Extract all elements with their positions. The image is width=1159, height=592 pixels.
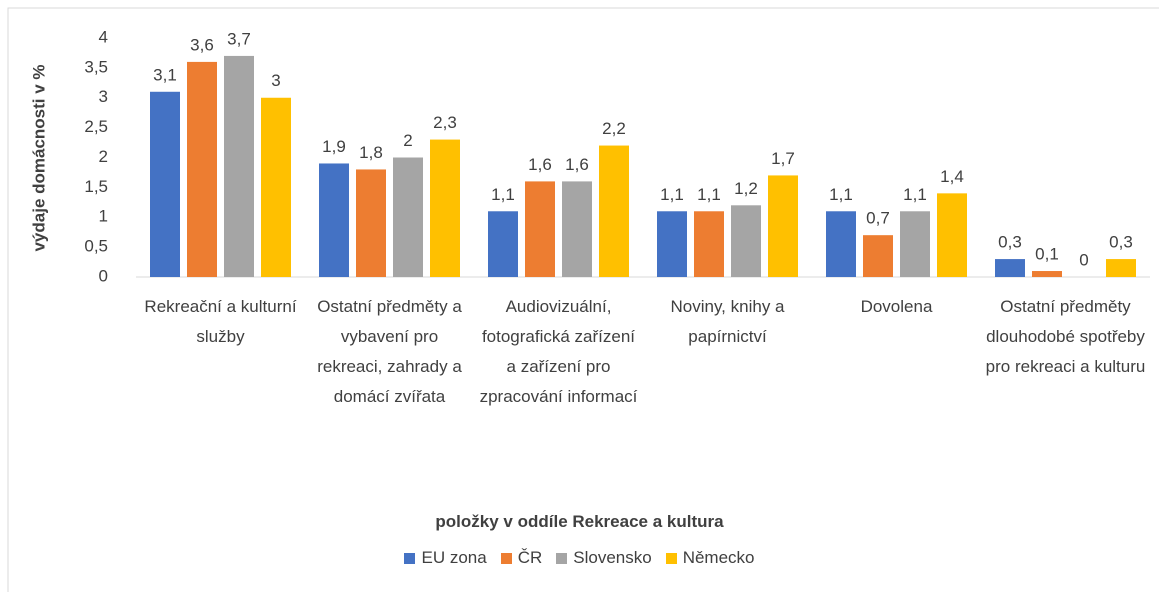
bar bbox=[261, 97, 291, 277]
value-label: 1,1 bbox=[903, 185, 927, 204]
bar bbox=[694, 211, 724, 277]
y-tick-label: 0,5 bbox=[84, 237, 108, 256]
bar bbox=[1032, 271, 1062, 277]
value-label: 1,6 bbox=[528, 155, 552, 174]
legend-item: ČR bbox=[500, 548, 543, 568]
legend-label: EU zona bbox=[421, 548, 487, 567]
legend-swatch bbox=[665, 552, 677, 564]
bar bbox=[863, 235, 893, 277]
legend-label: Německo bbox=[682, 548, 755, 567]
bar bbox=[319, 163, 349, 277]
bar bbox=[393, 157, 423, 277]
x-axis-title: položky v oddíle Rekreace a kultura bbox=[435, 512, 724, 531]
x-tick-label: Dovolena bbox=[860, 297, 933, 316]
y-tick-label: 1 bbox=[99, 207, 108, 226]
y-tick-label: 3 bbox=[99, 87, 108, 106]
bar bbox=[826, 211, 856, 277]
value-label: 3,6 bbox=[190, 35, 214, 54]
y-tick-label: 2,5 bbox=[84, 117, 108, 136]
value-label: 3,7 bbox=[227, 29, 251, 48]
legend-item: Německo bbox=[665, 548, 755, 568]
value-label: 1,1 bbox=[829, 185, 853, 204]
value-label: 1,1 bbox=[491, 185, 515, 204]
bar bbox=[224, 55, 254, 277]
value-label: 0,3 bbox=[1109, 233, 1133, 252]
bar bbox=[356, 169, 386, 277]
x-tick-label: Audiovizuální, fotografická zařízení a z… bbox=[479, 297, 638, 406]
value-label: 3 bbox=[271, 71, 280, 90]
value-label: 1,2 bbox=[734, 179, 758, 198]
y-tick-label: 2 bbox=[99, 147, 108, 166]
value-label: 1,1 bbox=[697, 185, 721, 204]
legend-label: Slovensko bbox=[573, 548, 652, 567]
value-label: 2 bbox=[403, 131, 412, 150]
y-tick-label: 4 bbox=[99, 27, 108, 46]
value-label: 2,3 bbox=[433, 113, 457, 132]
value-label: 3,1 bbox=[153, 65, 177, 84]
value-label: 0,7 bbox=[866, 209, 890, 228]
legend: EU zona ČR Slovensko Německo bbox=[0, 548, 1159, 568]
value-label: 0 bbox=[1079, 250, 1088, 269]
bar bbox=[768, 175, 798, 277]
x-tick-label: Noviny, knihy a papírnictví bbox=[670, 297, 785, 346]
bar bbox=[995, 259, 1025, 277]
bar bbox=[1106, 259, 1136, 277]
legend-label: ČR bbox=[517, 548, 543, 567]
x-tick-label: Rekreační a kulturní služby bbox=[144, 297, 297, 346]
bar bbox=[657, 211, 687, 277]
value-label: 1,7 bbox=[771, 149, 795, 168]
value-label: 1,6 bbox=[565, 155, 589, 174]
bar bbox=[430, 139, 460, 277]
value-label: 2,2 bbox=[602, 119, 626, 138]
legend-swatch bbox=[404, 552, 416, 564]
legend-item: Slovensko bbox=[556, 548, 652, 568]
bar bbox=[731, 205, 761, 277]
bar bbox=[150, 91, 180, 278]
value-label: 0,3 bbox=[998, 233, 1022, 252]
legend-swatch bbox=[500, 552, 512, 564]
bar bbox=[488, 211, 518, 277]
bar bbox=[562, 181, 592, 277]
y-tick-label: 3,5 bbox=[84, 57, 108, 76]
y-axis-title: výdaje domácnosti v % bbox=[29, 64, 48, 251]
bar bbox=[599, 145, 629, 277]
value-label: 1,8 bbox=[359, 143, 383, 162]
y-tick-label: 1,5 bbox=[84, 177, 108, 196]
x-tick-label: Ostatní předměty a vybavení pro rekreaci… bbox=[317, 297, 462, 406]
bar bbox=[937, 193, 967, 277]
bar bbox=[525, 181, 555, 277]
value-label: 1,9 bbox=[322, 137, 346, 156]
bar bbox=[900, 211, 930, 277]
x-tick-label: Ostatní předměty dlouhodobé spotřeby pro… bbox=[985, 297, 1146, 376]
value-label: 1,4 bbox=[940, 167, 964, 186]
y-tick-label: 0 bbox=[99, 266, 108, 285]
value-label: 1,1 bbox=[660, 185, 684, 204]
chart-border bbox=[7, 7, 1159, 592]
value-label: 0,1 bbox=[1035, 245, 1059, 264]
bar bbox=[187, 61, 217, 278]
legend-item: EU zona bbox=[404, 548, 487, 568]
legend-swatch bbox=[556, 552, 568, 564]
